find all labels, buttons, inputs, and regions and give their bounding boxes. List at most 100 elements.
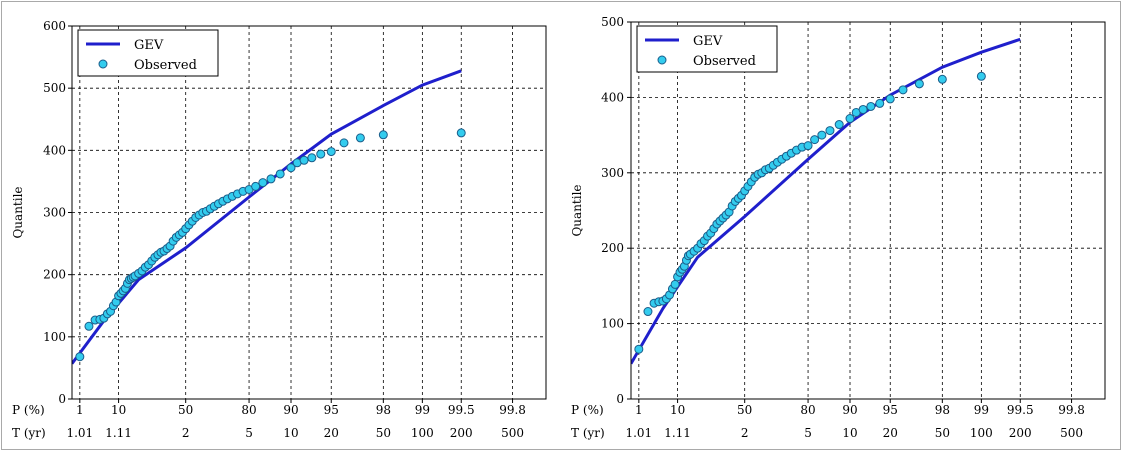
x-tick-label-t: 2: [182, 426, 190, 440]
y-axis-label: Quantile: [570, 184, 584, 236]
x-tick-label-p: 10: [111, 403, 126, 417]
observed-data-point: [914, 79, 924, 89]
gev-curve-line: [631, 37, 1021, 365]
observed-data-point: [84, 321, 94, 331]
x-tick-label-t: 20: [883, 426, 898, 440]
x-tick-label-p: 99.8: [499, 403, 526, 417]
x-tick-label-t: 500: [1060, 426, 1083, 440]
t-row-label: T (yr): [571, 426, 605, 440]
observed-data-point: [834, 120, 844, 130]
observed-data-point: [251, 181, 261, 191]
observed-data-point: [670, 279, 680, 289]
observed-data-point: [875, 98, 885, 108]
y-tick-label: 0: [58, 392, 66, 406]
observed-data-point: [634, 344, 644, 354]
x-tick-label-t: 500: [501, 426, 524, 440]
y-tick-label: 400: [601, 90, 624, 104]
observed-data-point: [866, 101, 876, 111]
observed-data-point: [803, 141, 813, 151]
x-tick-label-p: 99: [974, 403, 989, 417]
legend-observed-swatch: [98, 59, 108, 69]
chart-panel-1: 0 100 200 300 400 500 600 Quantile P (%) T (yr) 1 1…: [11, 19, 547, 440]
y-tick-label: 500: [601, 15, 624, 29]
observed-data-point: [456, 128, 466, 138]
y-tick-label: 200: [601, 241, 624, 255]
x-tick-label-t: 50: [935, 426, 950, 440]
y-tick-label: 300: [43, 206, 66, 220]
x-tick-label-t: 1.01: [66, 426, 93, 440]
observed-data-point: [286, 163, 296, 173]
y-tick-label: 0: [616, 392, 624, 406]
x-tick-label-t: 5: [804, 426, 812, 440]
plot-area: [631, 22, 1105, 399]
legend-box: [636, 25, 778, 73]
x-tick-label-p: 99: [415, 403, 430, 417]
x-tick-label-t: 1.11: [664, 426, 691, 440]
legend-observed-label: Observed: [693, 54, 756, 69]
p-row-label: P (%): [571, 403, 604, 417]
observed-data-point: [355, 133, 365, 143]
x-tick-label-p: 90: [283, 403, 298, 417]
observed-data-point: [976, 71, 986, 81]
observed-data-point: [817, 130, 827, 140]
y-tick-label: 200: [43, 268, 66, 282]
x-tick-label-p: 1: [635, 403, 643, 417]
observed-data-point: [258, 178, 268, 188]
x-tick-label-t: 1.01: [625, 426, 652, 440]
x-tick-label-t: 5: [245, 426, 253, 440]
p-row-label: P (%): [12, 403, 45, 417]
x-tick-label-t: 20: [324, 426, 339, 440]
observed-data-point: [898, 85, 908, 95]
y-tick-label: 100: [43, 330, 66, 344]
x-tick-label-p: 80: [241, 403, 256, 417]
x-tick-label-t: 1.11: [105, 426, 132, 440]
observed-data-point: [937, 74, 947, 84]
x-tick-label-p: 99.8: [1058, 403, 1085, 417]
x-tick-label-t: 10: [842, 426, 857, 440]
observed-data-point: [275, 169, 285, 179]
observed-data-point: [307, 153, 317, 163]
legend-observed-label: Observed: [134, 58, 197, 73]
y-tick-label: 400: [43, 143, 66, 157]
observed-data-point: [845, 114, 855, 124]
y-tick-label: 500: [43, 81, 66, 95]
x-tick-label-p: 95: [883, 403, 898, 417]
y-axis-label: Quantile: [11, 186, 25, 238]
plot-border: [630, 21, 1106, 400]
observed-data-point: [810, 135, 820, 145]
x-tick-label-p: 50: [737, 403, 752, 417]
x-tick-label-p: 10: [670, 403, 685, 417]
observed-data-point: [643, 307, 653, 317]
observed-data-point: [266, 174, 276, 184]
x-tick-label-t: 200: [1009, 426, 1032, 440]
x-tick-label-p: 98: [935, 403, 950, 417]
x-tick-label-t: 2: [741, 426, 749, 440]
observed-data-point: [339, 138, 349, 148]
observed-data-point: [825, 126, 835, 136]
observed-data-point: [299, 155, 309, 165]
chart-panel-2: 0 100 200 300 400 500 Quantile P (%) T (yr) 1 1.01…: [570, 15, 1106, 440]
x-tick-label-t: 50: [376, 426, 391, 440]
legend-box: [77, 29, 219, 77]
x-tick-label-p: 98: [376, 403, 391, 417]
observed-data-point: [858, 104, 868, 114]
x-tick-label-p: 1: [76, 403, 84, 417]
x-tick-label-p: 99.5: [448, 403, 475, 417]
observed-data-point: [75, 352, 85, 362]
x-tick-label-p: 90: [842, 403, 857, 417]
x-tick-label-p: 95: [324, 403, 339, 417]
x-tick-label-t: 200: [450, 426, 473, 440]
y-tick-label: 100: [601, 317, 624, 331]
x-tick-label-p: 80: [800, 403, 815, 417]
observed-data-point: [378, 130, 388, 140]
observed-data-point: [326, 147, 336, 157]
legend-gev-label: GEV: [693, 34, 723, 49]
legend-observed-swatch: [657, 55, 667, 65]
plot-border: [71, 25, 547, 400]
x-tick-label-t: 100: [411, 426, 434, 440]
t-row-label: T (yr): [12, 426, 46, 440]
legend-gev-label: GEV: [134, 38, 164, 53]
x-tick-label-t: 100: [970, 426, 993, 440]
x-tick-label-p: 99.5: [1007, 403, 1034, 417]
